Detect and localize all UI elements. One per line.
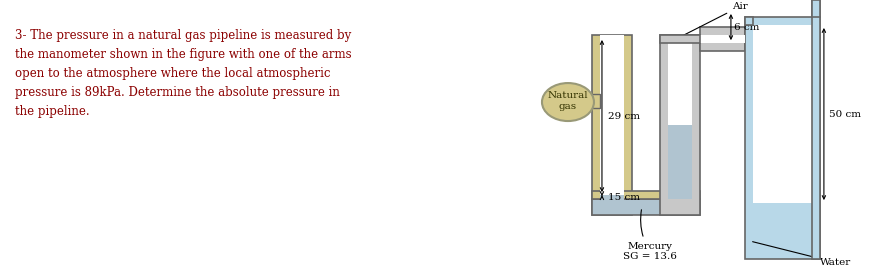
Bar <box>668 43 692 125</box>
Bar <box>600 195 624 207</box>
Text: pressure is 89kPa. Determine the absolute pressure in: pressure is 89kPa. Determine the absolut… <box>15 86 340 99</box>
Text: 50 cm: 50 cm <box>829 109 861 119</box>
Text: Water: Water <box>752 242 851 267</box>
Text: 15 cm: 15 cm <box>608 193 640 202</box>
Bar <box>660 35 700 43</box>
Bar <box>700 35 745 43</box>
Bar <box>700 27 745 51</box>
Text: Natural
gas: Natural gas <box>548 91 588 111</box>
Text: Air: Air <box>683 2 748 36</box>
Bar <box>592 35 632 215</box>
Bar <box>660 35 700 215</box>
Text: 3- The pressure in a natural gas pipeline is measured by: 3- The pressure in a natural gas pipelin… <box>15 29 351 42</box>
Bar <box>592 191 700 199</box>
Bar <box>812 0 820 17</box>
Bar <box>590 94 600 108</box>
Bar <box>812 0 820 259</box>
Bar <box>668 125 692 199</box>
Bar <box>745 17 753 25</box>
Bar <box>592 199 700 215</box>
Bar <box>753 203 812 251</box>
Text: 29 cm: 29 cm <box>608 112 640 120</box>
Text: open to the atmosphere where the local atmospheric: open to the atmosphere where the local a… <box>15 67 331 80</box>
Text: the pipeline.: the pipeline. <box>15 105 90 118</box>
Bar <box>600 35 624 195</box>
Text: the manometer shown in the figure with one of the arms: the manometer shown in the figure with o… <box>15 48 352 61</box>
Text: Mercury
SG = 13.6: Mercury SG = 13.6 <box>623 210 676 261</box>
Text: 6 cm: 6 cm <box>734 22 759 32</box>
Bar <box>753 25 812 251</box>
Bar <box>745 17 820 259</box>
Ellipse shape <box>542 83 594 121</box>
